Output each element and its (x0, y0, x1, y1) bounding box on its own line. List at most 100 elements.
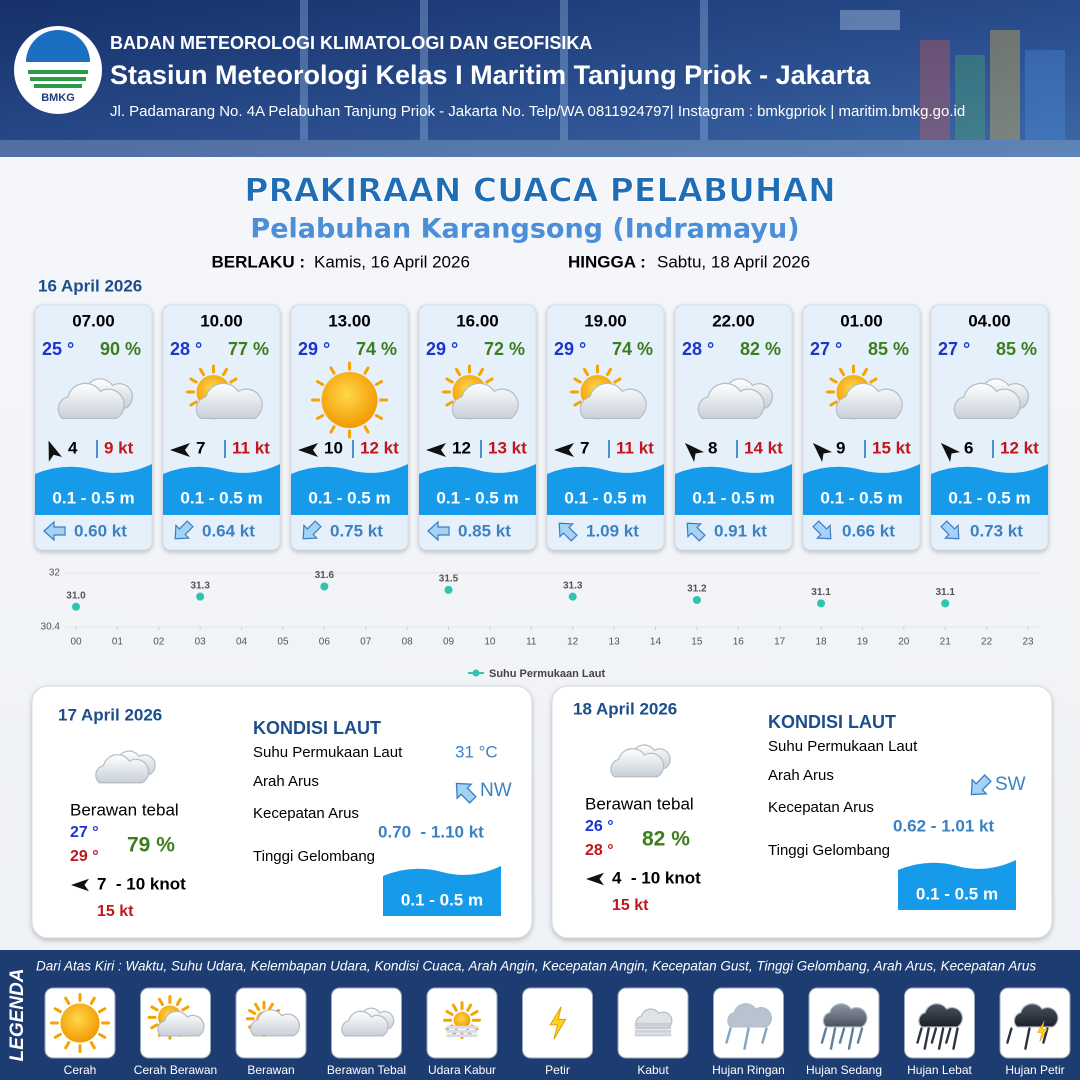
current-arrow (940, 520, 960, 540)
sun-ray (363, 366, 370, 375)
x-tick-label: 13 (609, 637, 621, 648)
wave-height: 0.1 - 0.5 m (180, 488, 262, 507)
gust: 9 kt (104, 438, 134, 457)
current-speed: 0.73 kt (970, 521, 1023, 540)
cloud (157, 1010, 205, 1037)
weather-icon (826, 364, 903, 420)
data-point (196, 592, 205, 601)
current-arrow (302, 520, 322, 540)
sun-ray (150, 1023, 159, 1030)
gust: 13 kt (488, 438, 527, 457)
sun-ray (181, 1005, 190, 1012)
rain (847, 1027, 855, 1050)
wave (675, 464, 792, 515)
legend-item: Cerah (64, 1063, 97, 1077)
day-condition: Berawan tebal (585, 794, 694, 813)
header-band (0, 0, 1080, 157)
data-label: 31.3 (563, 580, 583, 591)
address: Jl. Padamarang No. 4A Pelabuhan Tanjung … (110, 103, 965, 120)
day-temp-min: 27 ° (70, 824, 99, 841)
weather-icon (311, 361, 388, 439)
rain (916, 1027, 923, 1044)
sun-ray (222, 367, 228, 377)
gust: 11 kt (232, 438, 270, 457)
header-decoration (0, 0, 1080, 157)
wave (931, 464, 1048, 515)
sun-ray (573, 400, 582, 407)
data-label: 31.2 (687, 584, 707, 595)
x-tick-label: 10 (484, 637, 496, 648)
x-tick-label: 18 (815, 637, 827, 648)
sun-ray (315, 414, 325, 420)
wind-arrow (940, 442, 961, 463)
rain (820, 1027, 828, 1044)
x-tick-label: 22 (981, 637, 993, 648)
agency: BADAN METEOROLOGI KLIMATOLOGI DAN GEOFIS… (110, 33, 592, 53)
sun-ray (53, 1032, 62, 1039)
data-point (72, 602, 80, 611)
weather-icon (442, 364, 519, 420)
x-tick-label: 00 (70, 637, 82, 648)
weather-icon (49, 992, 111, 1054)
sun-ray (374, 380, 384, 386)
rain (829, 1027, 837, 1050)
time: 10.00 (200, 311, 243, 330)
rain (743, 1027, 750, 1050)
wind-speed: 8 (708, 438, 717, 457)
x-tick-label: 14 (650, 637, 662, 648)
legend-item: Hujan Petir (1005, 1063, 1064, 1077)
sun-ray (606, 367, 612, 377)
sun-ray (455, 367, 461, 377)
legend-description: Dari Atas Kiri : Waktu, Suhu Udara, Kele… (36, 959, 1036, 974)
sun-ray (839, 367, 845, 377)
current-direction: NW (480, 780, 512, 801)
legend-item: Berawan (247, 1063, 294, 1077)
sea-title: KONDISI LAUT (768, 712, 896, 732)
day-wind: 4 - 10 knot (612, 868, 701, 887)
x-tick-label: 08 (402, 637, 414, 648)
humidity: 85 % (868, 339, 909, 359)
sun-ray (64, 996, 71, 1005)
sun-ray (829, 377, 838, 384)
gust: 12 kt (360, 438, 399, 457)
current-arrow (558, 522, 578, 542)
cloud (451, 382, 519, 419)
wave-label: Tinggi Gelombang (768, 842, 890, 859)
sun-ray (229, 377, 238, 384)
speed-label: Kecepatan Arus (768, 799, 874, 816)
wave (383, 866, 501, 916)
speed-label: Kecepatan Arus (253, 805, 359, 822)
data-point (444, 585, 453, 594)
x-tick-label: 11 (526, 637, 537, 648)
sun-ray (613, 377, 622, 384)
wind-arrow (426, 443, 446, 457)
sea-title: KONDISI LAUT (253, 718, 381, 738)
data-point (320, 582, 329, 591)
station: Stasiun Meteorologi Kelas I Maritim Tanj… (110, 60, 871, 90)
cloud (341, 1010, 389, 1037)
current-speed: 1.09 kt (586, 521, 639, 540)
wave-height: 0.1 - 0.5 m (52, 488, 134, 507)
humidity: 82 % (740, 339, 781, 359)
wave-height: 0.1 - 0.5 m (308, 488, 390, 507)
title: PRAKIRAAN CUACA PELABUHAN (244, 171, 835, 210)
sun-ray (374, 414, 384, 420)
cloud (610, 748, 665, 778)
sun-ray (254, 1002, 261, 1012)
data-label: 31.0 (66, 590, 86, 601)
rain (945, 1027, 952, 1044)
sun-ray (189, 377, 198, 384)
sst-value: 31 °C (455, 742, 498, 761)
wind-speed: 9 (836, 438, 845, 457)
sst-label: Suhu Permukaan Laut (768, 738, 918, 755)
sun-ray (89, 1041, 96, 1050)
gust: 12 kt (1000, 438, 1039, 457)
current-speed: 0.75 kt (330, 521, 383, 540)
direction-label: Arah Arus (768, 767, 834, 784)
time: 16.00 (456, 311, 499, 330)
sst-label: Suhu Permukaan Laut (253, 744, 403, 761)
x-tick-label: 17 (774, 637, 786, 648)
data-label: 31.1 (935, 587, 955, 598)
weather-icon (186, 364, 263, 420)
